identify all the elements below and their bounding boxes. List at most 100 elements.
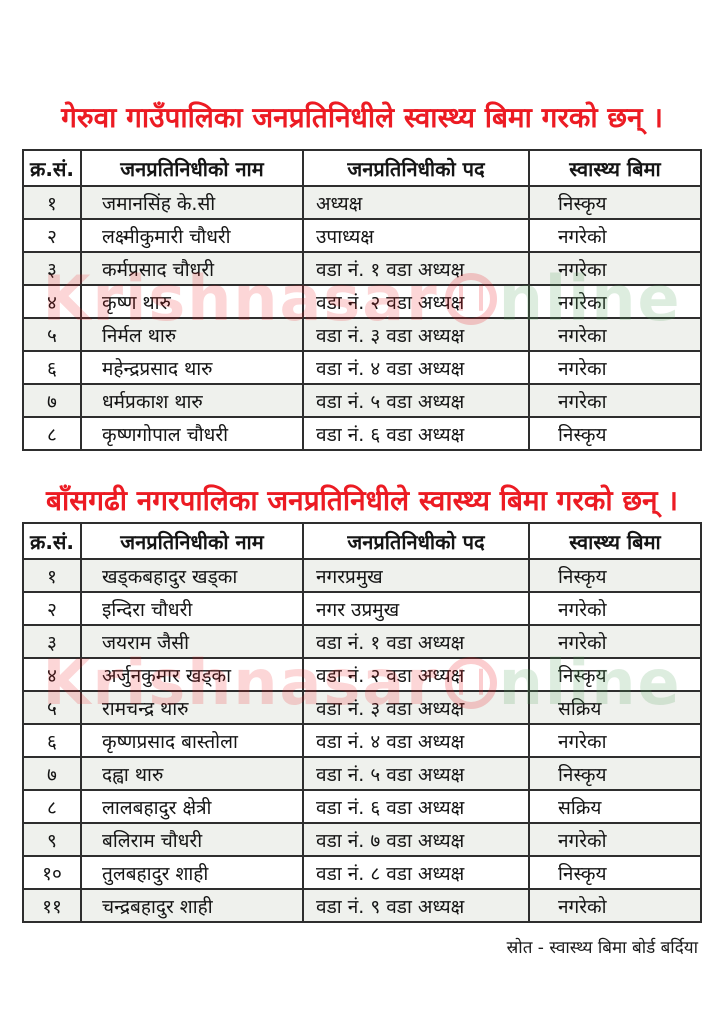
insurance-status-cell: निस्कृय	[528, 416, 702, 451]
insurance-status-cell: नगरेका	[528, 350, 702, 385]
name-cell: जमानसिंह के.सी	[80, 185, 304, 220]
serial-cell: २	[22, 591, 82, 626]
name-cell: तुलबहादुर शाही	[80, 855, 304, 890]
position-cell: उपाध्यक्ष	[302, 218, 530, 253]
table-row: २ लक्ष्मीकुमारी चौधरी उपाध्यक्ष नगरेको	[22, 218, 702, 253]
serial-cell: ४	[22, 657, 82, 692]
name-cell: लालबहादुर क्षेत्री	[80, 789, 304, 824]
table-row: ७ दह्वा थारु वडा नं. ५ वडा अध्यक्ष निस्कृय	[22, 756, 702, 791]
table-row: १ खड्कबहादुर खड्का नगरप्रमुख निस्कृय	[22, 558, 702, 593]
serial-cell: २	[22, 218, 82, 253]
table-row: ९ बलिराम चौधरी वडा नं. ७ वडा अध्यक्ष नगरेको	[22, 822, 702, 857]
name-cell: निर्मल थारु	[80, 317, 304, 352]
insurance-status-cell: निस्कृय	[528, 657, 702, 692]
name-header: जनप्रतिनिधीको नाम	[80, 522, 304, 560]
insurance-status-cell: नगरेका	[528, 383, 702, 418]
nagarpalika-table-title: बाँसगढी नगरपालिका जनप्रतिनिधीले स्वास्थ्…	[46, 484, 678, 517]
name-cell: रामचन्द्र थारु	[80, 690, 304, 725]
serial-cell: १०	[22, 855, 82, 890]
table-row: ८ लालबहादुर क्षेत्री वडा नं. ६ वडा अध्यक्ष…	[22, 789, 702, 824]
table-row: १० तुलबहादुर शाही वडा नं. ८ वडा अध्यक्ष निस…	[22, 855, 702, 890]
table-row: ५ रामचन्द्र थारु वडा नं. ३ वडा अध्यक्ष सक्र…	[22, 690, 702, 725]
insurance-status-cell: नगरेको	[528, 624, 702, 659]
name-cell: अर्जुनकुमार खड्का	[80, 657, 304, 692]
position-cell: वडा नं. ३ वडा अध्यक्ष	[302, 317, 530, 352]
position-cell: अध्यक्ष	[302, 185, 530, 220]
insurance-header: स्वास्थ्य बिमा	[528, 522, 702, 560]
position-cell: वडा नं. ८ वडा अध्यक्ष	[302, 855, 530, 890]
table-header-row: क्र.सं. जनप्रतिनिधीको नाम जनप्रतिनिधीको …	[22, 522, 702, 560]
insurance-status-cell: निस्कृय	[528, 855, 702, 890]
position-cell: वडा नं. ५ वडा अध्यक्ष	[302, 756, 530, 791]
name-cell: खड्कबहादुर खड्का	[80, 558, 304, 593]
table-row: ७ धर्मप्रकाश थारु वडा नं. ५ वडा अध्यक्ष नगर…	[22, 383, 702, 418]
nagarpalika-table-body: १ खड्कबहादुर खड्का नगरप्रमुख निस्कृय २ इन्दिर…	[22, 558, 702, 923]
name-cell: चन्द्रबहादुर शाही	[80, 888, 304, 923]
gaunpalika-table-title: गेरुवा गाउँपालिका जनप्रतिनिधीले स्वास्थ्…	[61, 101, 663, 134]
position-cell: वडा नं. ३ वडा अध्यक्ष	[302, 690, 530, 725]
insurance-status-cell: नगरेका	[528, 317, 702, 352]
position-cell: वडा नं. ६ वडा अध्यक्ष	[302, 416, 530, 451]
position-cell: वडा नं. ६ वडा अध्यक्ष	[302, 789, 530, 824]
position-cell: वडा नं. १ वडा अध्यक्ष	[302, 624, 530, 659]
name-cell: कृष्ण थारु	[80, 284, 304, 319]
insurance-status-cell: नगरेको	[528, 888, 702, 923]
insurance-status-cell: नगरेका	[528, 723, 702, 758]
serial-cell: ९	[22, 822, 82, 857]
position-cell: नगरप्रमुख	[302, 558, 530, 593]
insurance-header: स्वास्थ्य बिमा	[528, 149, 702, 187]
name-header: जनप्रतिनिधीको नाम	[80, 149, 304, 187]
table-row: २ इन्दिरा चौधरी नगर उप्रमुख नगरेको	[22, 591, 702, 626]
table-row: ६ महेन्द्रप्रसाद थारु वडा नं. ४ वडा अध्यक्…	[22, 350, 702, 385]
insurance-status-cell: निस्कृय	[528, 185, 702, 220]
position-cell: वडा नं. २ वडा अध्यक्ष	[302, 657, 530, 692]
table-row: ४ कृष्ण थारु वडा नं. २ वडा अध्यक्ष नगरेका	[22, 284, 702, 319]
table-row: ३ कर्मप्रसाद चौधरी वडा नं. १ वडा अध्यक्ष नग…	[22, 251, 702, 286]
name-cell: बलिराम चौधरी	[80, 822, 304, 857]
insurance-status-cell: नगरेको	[528, 218, 702, 253]
insurance-status-cell: सक्रिय	[528, 789, 702, 824]
position-cell: वडा नं. २ वडा अध्यक्ष	[302, 284, 530, 319]
position-cell: वडा नं. ७ वडा अध्यक्ष	[302, 822, 530, 857]
table-row: ४ अर्जुनकुमार खड्का वडा नं. २ वडा अध्यक्ष न…	[22, 657, 702, 692]
serial-cell: ८	[22, 789, 82, 824]
name-cell: महेन्द्रप्रसाद थारु	[80, 350, 304, 385]
insurance-status-cell: निस्कृय	[528, 558, 702, 593]
serial-cell: ६	[22, 723, 82, 758]
position-cell: वडा नं. ४ वडा अध्यक्ष	[302, 723, 530, 758]
name-cell: लक्ष्मीकुमारी चौधरी	[80, 218, 304, 253]
gaunpalika-representatives-table: क्र.सं. जनप्रतिनिधीको नाम जनप्रतिनिधीको …	[22, 149, 702, 451]
insurance-status-cell: नगरेका	[528, 284, 702, 319]
position-header: जनप्रतिनिधीको पद	[302, 522, 530, 560]
serial-cell: ७	[22, 756, 82, 791]
source-note: स्रोत - स्वास्थ्य बिमा बोर्ड बर्दिया	[506, 938, 698, 958]
position-cell: वडा नं. १ वडा अध्यक्ष	[302, 251, 530, 286]
serial-cell: ३	[22, 251, 82, 286]
nagarpalika-representatives-table: क्र.सं. जनप्रतिनिधीको नाम जनप्रतिनिधीको …	[22, 522, 702, 923]
serial-cell: १	[22, 558, 82, 593]
position-cell: नगर उप्रमुख	[302, 591, 530, 626]
serial-header: क्र.सं.	[22, 522, 82, 560]
name-cell: कर्मप्रसाद चौधरी	[80, 251, 304, 286]
serial-cell: ६	[22, 350, 82, 385]
insurance-status-cell: निस्कृय	[528, 756, 702, 791]
table-row: ११ चन्द्रबहादुर शाही वडा नं. ९ वडा अध्यक्ष…	[22, 888, 702, 923]
serial-cell: ३	[22, 624, 82, 659]
position-header: जनप्रतिनिधीको पद	[302, 149, 530, 187]
name-cell: कृष्णप्रसाद बास्तोला	[80, 723, 304, 758]
table-row: ८ कृष्णगोपाल चौधरी वडा नं. ६ वडा अध्यक्ष नि…	[22, 416, 702, 451]
position-cell: वडा नं. ५ वडा अध्यक्ष	[302, 383, 530, 418]
table-header-row: क्र.सं. जनप्रतिनिधीको नाम जनप्रतिनिधीको …	[22, 149, 702, 187]
serial-cell: ७	[22, 383, 82, 418]
insurance-status-cell: नगरेको	[528, 591, 702, 626]
insurance-status-cell: नगरेको	[528, 822, 702, 857]
name-cell: जयराम जैसी	[80, 624, 304, 659]
serial-cell: १	[22, 185, 82, 220]
serial-cell: ८	[22, 416, 82, 451]
table-row: ६ कृष्णप्रसाद बास्तोला वडा नं. ४ वडा अध्यक…	[22, 723, 702, 758]
table-row: ३ जयराम जैसी वडा नं. १ वडा अध्यक्ष नगरेको	[22, 624, 702, 659]
name-cell: इन्दिरा चौधरी	[80, 591, 304, 626]
position-cell: वडा नं. ९ वडा अध्यक्ष	[302, 888, 530, 923]
serial-cell: ४	[22, 284, 82, 319]
